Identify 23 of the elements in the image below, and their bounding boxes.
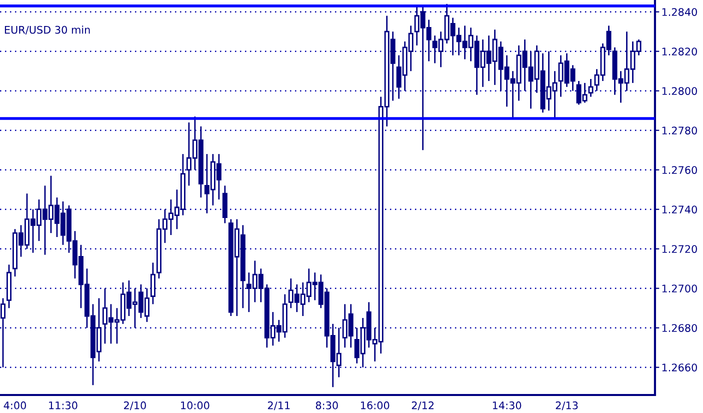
x-tick-label: 2/11 — [268, 401, 290, 410]
y-tick-label: 1.2660 — [662, 364, 697, 372]
y-tick-label: 1.2760 — [662, 166, 697, 174]
y-tick-label: 1.2840 — [662, 8, 697, 16]
x-tick-label: 14:30 — [492, 401, 522, 410]
y-tick-label: 1.2800 — [662, 87, 697, 95]
x-tick-label: 2/10 — [124, 401, 146, 410]
candlestick — [222, 184, 228, 224]
y-tick-label: 1.2820 — [662, 48, 697, 56]
candlestick — [588, 78, 594, 98]
x-tick-label: 10:00 — [181, 401, 210, 410]
x-tick-label: 16:00 — [361, 401, 390, 410]
x-tick-label: 2/13 — [556, 401, 578, 410]
x-tick-label: 11:30 — [49, 401, 78, 410]
y-tick-label: 1.2740 — [662, 206, 697, 214]
y-tick-label: 1.2700 — [662, 284, 697, 292]
x-tick-label: 4:00 — [4, 401, 26, 410]
y-tick-label: 1.2780 — [662, 126, 697, 134]
y-tick-label: 1.2680 — [662, 324, 697, 332]
x-tick-label: 2/12 — [412, 401, 434, 410]
y-tick-label: 1.2720 — [662, 245, 697, 253]
annotation: EUR/USD 30 min — [4, 26, 90, 35]
x-tick-label: 8:30 — [316, 401, 338, 410]
